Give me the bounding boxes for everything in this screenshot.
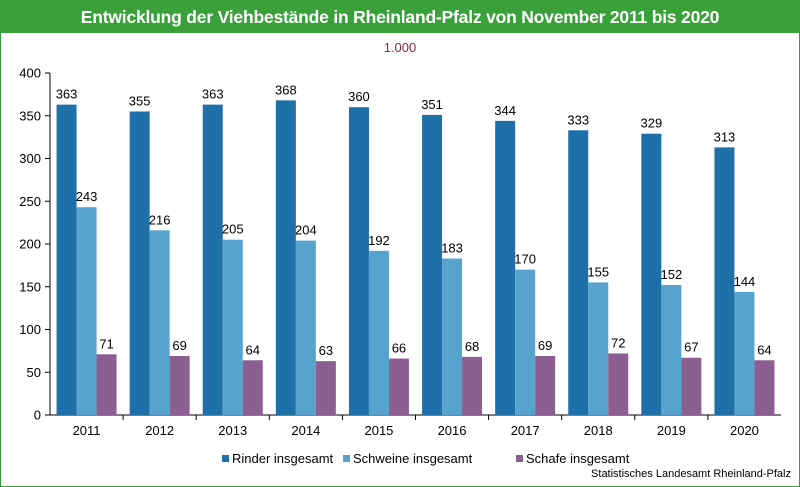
bar-schafe <box>535 356 556 415</box>
bar-schafe <box>462 356 483 415</box>
x-tick-label: 2019 <box>657 423 686 438</box>
data-label: 355 <box>129 93 151 108</box>
data-label: 170 <box>514 252 536 267</box>
data-label: 329 <box>640 116 662 131</box>
bar-rinder <box>275 100 296 416</box>
data-label: 368 <box>275 82 297 97</box>
x-tick-label: 2016 <box>438 423 467 438</box>
x-tick-label: 2018 <box>584 423 613 438</box>
bar-schafe <box>608 353 629 415</box>
data-label: 69 <box>538 338 552 353</box>
unit-label: 1.000 <box>383 40 417 55</box>
y-tick-label: 200 <box>19 237 41 252</box>
bar-schweine <box>222 239 243 415</box>
bar-rinder <box>422 114 443 416</box>
bar-schweine <box>588 282 609 415</box>
bar-schweine <box>734 291 755 415</box>
y-tick-label: 0 <box>34 408 41 423</box>
bar-rinder <box>568 130 589 415</box>
bar-rinder <box>714 147 735 415</box>
y-tick-label: 350 <box>19 108 41 123</box>
data-label: 204 <box>295 223 317 238</box>
bar-rinder <box>641 133 662 415</box>
data-label: 192 <box>368 233 390 248</box>
bar-schafe <box>96 354 117 415</box>
data-label: 71 <box>99 336 113 351</box>
legend-swatch <box>222 455 229 462</box>
x-tick-label: 2014 <box>291 423 320 438</box>
x-tick-label: 2013 <box>218 423 247 438</box>
bar-schweine <box>295 240 316 415</box>
x-tick-label: 2020 <box>730 423 759 438</box>
bar-schafe <box>388 358 409 415</box>
data-label: 216 <box>149 212 171 227</box>
bar-schafe <box>169 356 190 415</box>
bar-schweine <box>442 258 463 415</box>
data-label: 64 <box>757 342 771 357</box>
data-label: 64 <box>246 342 260 357</box>
bar-rinder <box>56 104 77 415</box>
y-tick-label: 300 <box>19 151 41 166</box>
bar-schweine <box>515 269 536 415</box>
data-label: 67 <box>684 340 698 355</box>
data-label: 69 <box>172 338 186 353</box>
bar-rinder <box>348 107 369 415</box>
y-tick-label: 50 <box>27 365 41 380</box>
x-tick-label: 2012 <box>145 423 174 438</box>
legend-label: Rinder insgesamt <box>232 451 334 466</box>
bar-rinder <box>129 111 150 415</box>
legend-label: Schafe insgesamt <box>526 451 630 466</box>
y-tick-label: 100 <box>19 322 41 337</box>
data-label: 363 <box>56 87 78 102</box>
y-tick-label: 250 <box>19 194 41 209</box>
data-label: 66 <box>392 341 406 356</box>
data-label: 152 <box>660 267 682 282</box>
legend-swatch <box>343 455 350 462</box>
bar-schweine <box>661 285 682 415</box>
data-label: 144 <box>734 274 756 289</box>
bar-schafe <box>242 360 263 415</box>
data-label: 72 <box>611 335 625 350</box>
y-tick-label: 400 <box>19 66 41 81</box>
data-label: 183 <box>441 241 463 256</box>
bar-schweine <box>368 250 389 415</box>
chart-title: Entwicklung der Viehbestände in Rheinlan… <box>1 1 799 33</box>
legend-swatch <box>516 455 523 462</box>
data-label: 363 <box>202 87 224 102</box>
data-label: 68 <box>465 339 479 354</box>
y-tick-label: 150 <box>19 279 41 294</box>
data-label: 155 <box>587 264 609 279</box>
data-label: 63 <box>319 343 333 358</box>
data-label: 351 <box>421 97 443 112</box>
source-note: Statistisches Landesamt Rheinland-Pfalz <box>591 468 791 480</box>
x-tick-label: 2017 <box>511 423 540 438</box>
bar-schafe <box>315 361 336 415</box>
bar-schweine <box>149 230 170 415</box>
data-label: 333 <box>567 112 589 127</box>
legend-label: Schweine insgesamt <box>353 451 473 466</box>
data-label: 360 <box>348 89 370 104</box>
bar-schweine <box>76 207 97 415</box>
data-label: 205 <box>222 222 244 237</box>
x-tick-label: 2011 <box>73 423 101 438</box>
data-label: 313 <box>714 129 736 144</box>
bar-schafe <box>681 357 702 415</box>
bar-rinder <box>495 120 516 415</box>
bar-rinder <box>202 104 223 415</box>
x-tick-label: 2015 <box>364 423 393 438</box>
data-label: 344 <box>494 103 516 118</box>
bar-schafe <box>754 360 775 415</box>
data-label: 243 <box>76 189 98 204</box>
